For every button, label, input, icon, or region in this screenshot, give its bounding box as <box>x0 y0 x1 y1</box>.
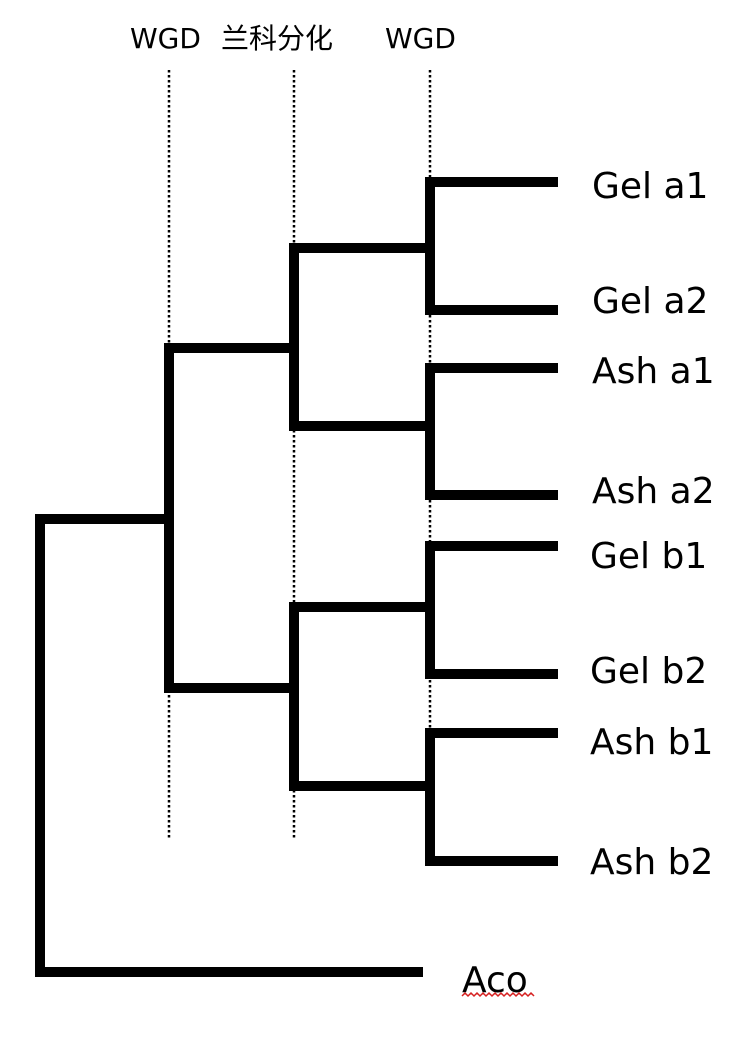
leaf-label-ash-b1: Ash b1 <box>590 722 713 763</box>
event-label-wgd-2: WGD <box>385 22 456 55</box>
leaf-label-gel-b1: Gel b1 <box>590 536 707 577</box>
event-label-wgd-1: WGD <box>130 22 201 55</box>
spellcheck-underline <box>461 991 535 998</box>
leaf-label-gel-a2: Gel a2 <box>592 281 708 322</box>
leaf-label-gel-b2: Gel b2 <box>590 651 707 692</box>
leaf-label-ash-a2: Ash a2 <box>592 471 715 512</box>
leaf-label-ash-a1: Ash a1 <box>592 351 715 392</box>
leaf-label-ash-b2: Ash b2 <box>590 842 713 883</box>
leaf-label-gel-a1: Gel a1 <box>592 166 708 207</box>
event-label-orchidaceae-divergence: 兰科分化 <box>221 22 333 55</box>
